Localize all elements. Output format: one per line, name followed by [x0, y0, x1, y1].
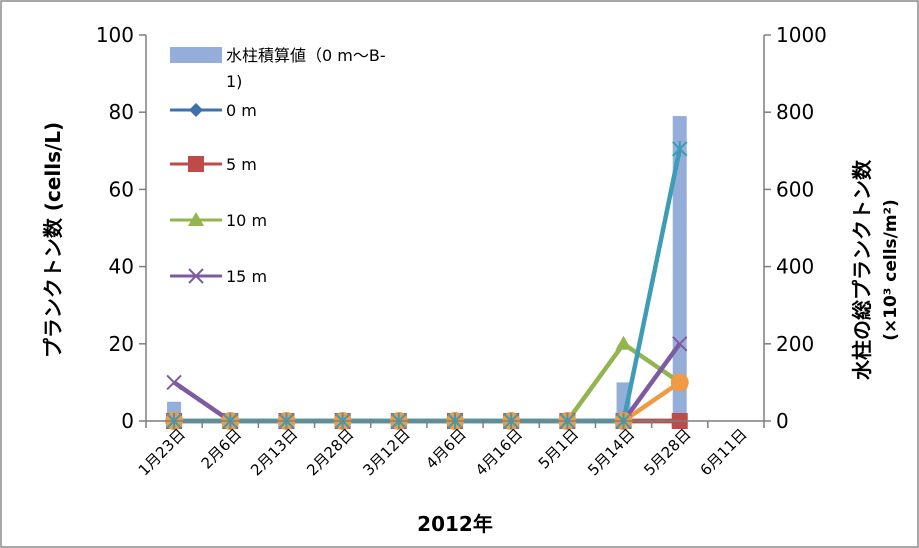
- right-tick-label: 800: [776, 100, 814, 124]
- right-tick-label: 0: [776, 409, 789, 433]
- axes: [145, 35, 765, 422]
- right-axis-title-line2: (×10³ cells/m²): [881, 199, 901, 341]
- left-tick-label: 40: [109, 255, 134, 279]
- legend-label-bar-line2: 1): [226, 72, 242, 91]
- right-tick-label: 600: [776, 177, 814, 201]
- left-tick-label: 100: [96, 23, 134, 47]
- legend-marker-2: [188, 212, 204, 226]
- x-axis-title: 2012年: [417, 512, 493, 536]
- legend-label-0: 0 m: [226, 101, 257, 120]
- right-tick-label: 1000: [776, 23, 827, 47]
- series-point-3: [166, 374, 182, 391]
- legend-label-2: 10 m: [226, 211, 267, 230]
- left-tick-label: 80: [109, 100, 134, 124]
- series-point-5: [670, 373, 689, 392]
- left-axis-title: プランクトン数 (cells/L): [41, 122, 65, 358]
- right-tick-label: 200: [776, 332, 814, 356]
- legend-marker-3: [188, 268, 204, 284]
- series-point-3: [672, 336, 688, 352]
- legend-marker-0: [189, 103, 203, 117]
- left-tick-label: 60: [109, 177, 134, 201]
- right-axis-title-line1: 水柱の総プランクトン数: [850, 159, 874, 380]
- legend: 水柱積算値（0 m～B- 1) 0 m 5 m 10 m 15 m: [170, 46, 386, 286]
- left-tick-label: 0: [121, 409, 134, 433]
- series-point-4: [672, 140, 688, 157]
- right-tick-label: 400: [776, 255, 814, 279]
- bar-water-column: [672, 116, 687, 421]
- legend-marker-1: [188, 156, 204, 172]
- legend-swatch-bar: [170, 47, 222, 63]
- legend-label-bar-line1: 水柱積算値（0 m～B-: [226, 46, 386, 65]
- series-point-2: [615, 335, 632, 350]
- legend-label-1: 5 m: [226, 155, 257, 174]
- left-tick-label: 20: [109, 332, 134, 356]
- legend-label-3: 15 m: [226, 267, 267, 286]
